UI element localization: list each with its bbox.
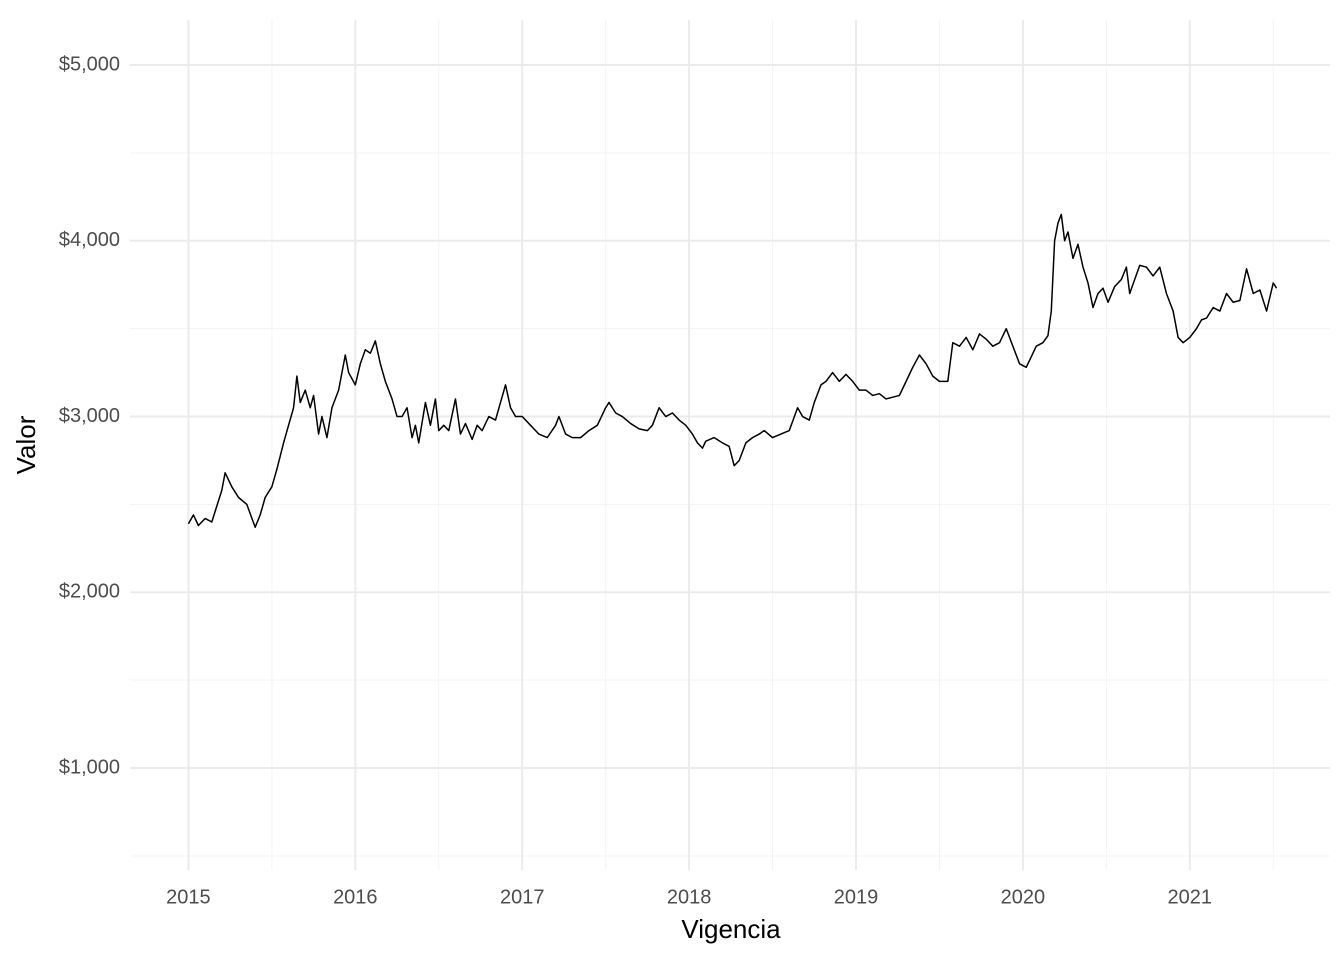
x-tick-label: 2018 (667, 886, 712, 908)
y-tick-label: $4,000 (59, 229, 120, 251)
x-tick-label: 2015 (166, 886, 211, 908)
line (187, 213, 1278, 529)
y-tick-label: $1,000 (59, 756, 120, 778)
y-tick-label: $3,000 (59, 405, 120, 427)
x-tick-label: 2017 (500, 886, 545, 908)
x-tick-label: 2021 (1168, 886, 1213, 908)
x-tick-label: 2019 (834, 886, 879, 908)
y-axis-title: Valor (11, 415, 41, 474)
y-tick-label: $2,000 (59, 581, 120, 603)
x-axis-title: Vigencia (681, 914, 781, 944)
x-tick-label: 2016 (333, 886, 378, 908)
x-tick-label: 2020 (1001, 886, 1046, 908)
y-tick-label: $5,000 (59, 53, 120, 75)
